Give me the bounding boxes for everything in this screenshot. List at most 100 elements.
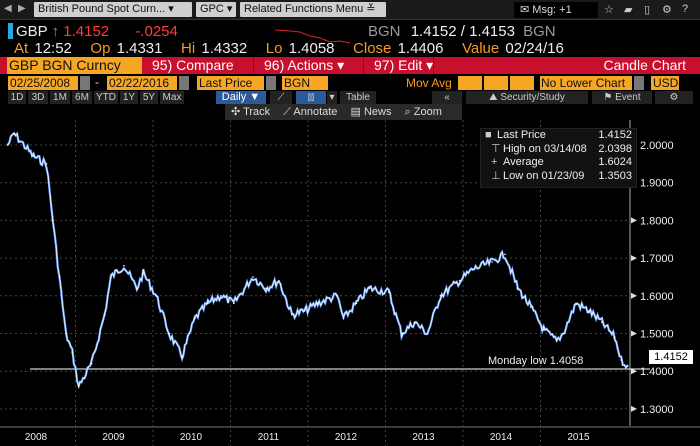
source: BGN xyxy=(368,23,401,40)
forward-icon[interactable]: ▶ xyxy=(18,3,26,14)
mov-avg-2[interactable] xyxy=(484,76,508,90)
data-point xyxy=(368,287,371,290)
dropdown-icon[interactable]: ▾ xyxy=(327,91,337,104)
period-1y[interactable]: 1Y xyxy=(120,91,138,104)
back-icon[interactable]: ◀ xyxy=(4,3,12,14)
at-value: 12:52 xyxy=(34,40,72,57)
actions-button[interactable]: 96) Actions ▾ xyxy=(254,57,364,74)
y-tick-label: 1.6000 xyxy=(640,291,674,303)
calendar-icon[interactable] xyxy=(80,76,90,90)
security-study-button[interactable]: ⛰ Security/Study xyxy=(466,91,588,104)
data-point xyxy=(123,264,125,267)
x-tick-label: 2012 xyxy=(335,432,358,443)
star-icon[interactable]: ☆ xyxy=(604,4,614,16)
period-3d[interactable]: 3D xyxy=(28,91,48,104)
mov-avg-1[interactable] xyxy=(458,76,482,90)
last-price-tag: 1.4152 xyxy=(649,350,693,364)
security-field[interactable]: GBP BGN Curncy xyxy=(7,57,142,74)
track-button[interactable]: ✣ Track xyxy=(231,106,271,118)
data-point xyxy=(620,359,623,361)
data-point xyxy=(530,306,532,308)
data-point xyxy=(181,355,183,357)
data-point xyxy=(342,317,345,320)
y-tick-label: 1.8000 xyxy=(640,215,674,227)
zoom-button[interactable]: ⌕ Zoom xyxy=(404,106,442,118)
data-point xyxy=(316,302,319,305)
related-functions-menu[interactable]: Related Functions Menu ≚ xyxy=(240,2,386,17)
data-point xyxy=(400,332,403,335)
period-ytd[interactable]: YTD xyxy=(94,91,118,104)
data-point xyxy=(542,328,545,331)
period-6m[interactable]: 6M xyxy=(72,91,92,104)
mov-avg-label: Mov Avg xyxy=(406,76,452,90)
data-point xyxy=(155,295,158,297)
dropdown-icon[interactable] xyxy=(266,76,276,90)
tick-marker xyxy=(631,405,637,412)
gear-icon[interactable]: ⚙ xyxy=(662,4,672,16)
period-5y[interactable]: 5Y xyxy=(140,91,158,104)
folder-icon[interactable]: ▰ xyxy=(624,4,633,16)
security-select[interactable]: British Pound Spot Curn... ▾ xyxy=(34,2,192,17)
value-date: 02/24/16 xyxy=(505,40,564,57)
x-tick-label: 2015 xyxy=(567,432,590,443)
legend-row: ⊤ High on 03/14/08 2.0398 xyxy=(481,143,636,157)
period-max[interactable]: Max xyxy=(160,91,184,104)
tick-marker xyxy=(631,292,637,299)
legend-symbol-icon: ⊥ xyxy=(491,169,501,182)
data-point xyxy=(194,317,196,320)
data-point xyxy=(355,302,358,305)
mov-avg-3[interactable] xyxy=(510,76,534,90)
help-icon[interactable]: ? xyxy=(682,3,689,15)
start-date-input[interactable]: 02/25/2008 xyxy=(8,76,78,90)
compare-button[interactable]: 95) Compare xyxy=(142,57,254,74)
data-point xyxy=(336,295,338,297)
messages-button[interactable]: ✉ Msg: +1 xyxy=(514,2,598,18)
source-2: BGN xyxy=(523,23,556,40)
data-point xyxy=(291,313,293,316)
data-point xyxy=(90,362,93,365)
data-point xyxy=(52,219,54,222)
lower-chart-select[interactable]: No Lower Chart xyxy=(540,76,632,90)
price-field-select[interactable]: Last Price xyxy=(197,76,264,90)
annotate-button[interactable]: ⟋ Annotate xyxy=(283,106,338,118)
period-1d[interactable]: 1D xyxy=(8,91,26,104)
currency-select[interactable]: USD xyxy=(651,76,679,90)
frequency-select[interactable]: Daily ▼ xyxy=(216,91,266,104)
tick-marker xyxy=(631,368,637,375)
table-button[interactable]: Table xyxy=(340,91,376,104)
candle-icon[interactable]: ⫾⫾ xyxy=(296,91,326,104)
end-date-input[interactable]: 02/22/2016 xyxy=(107,76,177,90)
period-1m[interactable]: 1M xyxy=(50,91,70,104)
calendar-icon[interactable] xyxy=(179,76,189,90)
document-icon[interactable]: ▯ xyxy=(644,4,651,16)
net-change: -.0254 xyxy=(135,23,178,40)
monday-low-annotation: Monday low 1.4058 xyxy=(488,355,584,367)
ticker-marker xyxy=(8,23,13,39)
dropdown-icon[interactable] xyxy=(634,76,644,90)
data-point xyxy=(413,321,416,323)
up-arrow-icon: ↑ xyxy=(51,23,60,40)
collapse-icon[interactable]: « xyxy=(432,91,462,104)
sparkline xyxy=(275,29,351,44)
data-point xyxy=(220,295,222,297)
data-point xyxy=(252,276,254,278)
settings-icon[interactable]: ⚙ xyxy=(655,91,693,104)
line-chart-icon[interactable]: ⟋ xyxy=(270,91,292,104)
data-point xyxy=(32,155,35,158)
legend-symbol-icon: + xyxy=(491,156,498,168)
data-point xyxy=(103,313,106,316)
data-point xyxy=(136,287,138,290)
event-button[interactable]: ⚑ Event xyxy=(592,91,652,104)
tick-marker xyxy=(631,330,637,337)
ticker: GBP xyxy=(16,23,48,40)
price-chart[interactable]: 2.0000 1.9000 1.8000 1.7000 1.6000 1.5000 1.40… xyxy=(0,104,700,446)
source-input[interactable]: BGN xyxy=(282,76,328,90)
edit-button[interactable]: 97) Edit ▾ xyxy=(364,57,434,74)
legend-row: ■ Last Price 1.4152 xyxy=(481,129,636,143)
data-point xyxy=(265,287,267,290)
news-button[interactable]: ▤ News xyxy=(350,106,392,118)
gpc-select[interactable]: GPC ▾ xyxy=(196,2,236,17)
quote-line: GBP ↑ 1.4152 -.0254 xyxy=(16,23,178,40)
last-price: 1.4152 xyxy=(63,23,110,40)
data-point xyxy=(562,332,564,335)
